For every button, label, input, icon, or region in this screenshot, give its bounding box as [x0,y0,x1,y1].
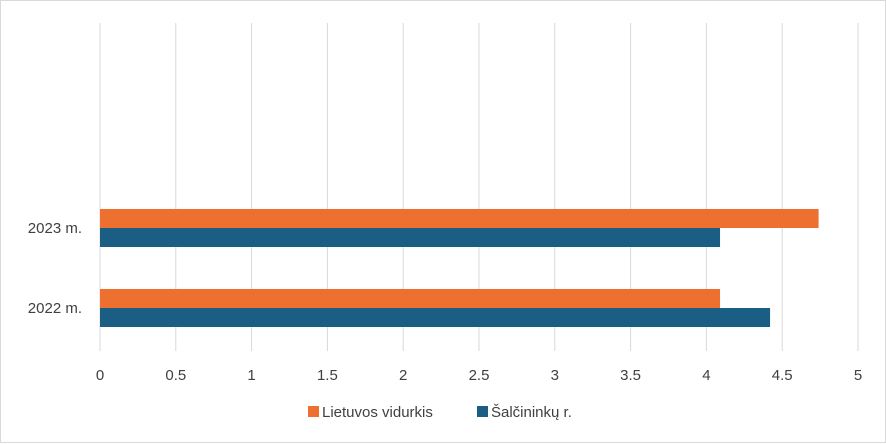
x-tick-label: 0.5 [165,367,186,384]
category-label: 2023 m. [28,220,82,237]
x-tick-label: 0 [96,367,104,384]
category-label: 2022 m. [28,300,82,317]
bar-lietuvos-0 [100,289,721,308]
bar-salcininku-0 [100,308,771,327]
x-tick-label: 5 [854,367,862,384]
x-tick-label: 2 [399,367,407,384]
x-tick-label: 2.5 [469,367,490,384]
y-axis-categories: 2022 m. 2023 m. [28,220,82,317]
x-tick-label: 4.5 [772,367,793,384]
x-axis-ticks: 0 0.5 1 1.5 2 2.5 3 3.5 4 4.5 5 [96,367,862,384]
x-tick-label: 4 [702,367,710,384]
legend: Lietuvos vidurkis Šalčininkų r. [308,404,572,421]
gridlines [99,23,859,351]
legend-swatch [477,406,488,417]
bar-lietuvos-1 [100,209,819,228]
x-tick-label: 1.5 [317,367,338,384]
x-tick-label: 3.5 [620,367,641,384]
legend-swatch [308,406,319,417]
legend-label: Lietuvos vidurkis [322,404,433,421]
bars [100,209,819,327]
x-tick-label: 1 [247,367,255,384]
bar-salcininku-1 [100,228,721,247]
x-tick-label: 3 [551,367,559,384]
legend-label: Šalčininkų r. [491,404,572,421]
